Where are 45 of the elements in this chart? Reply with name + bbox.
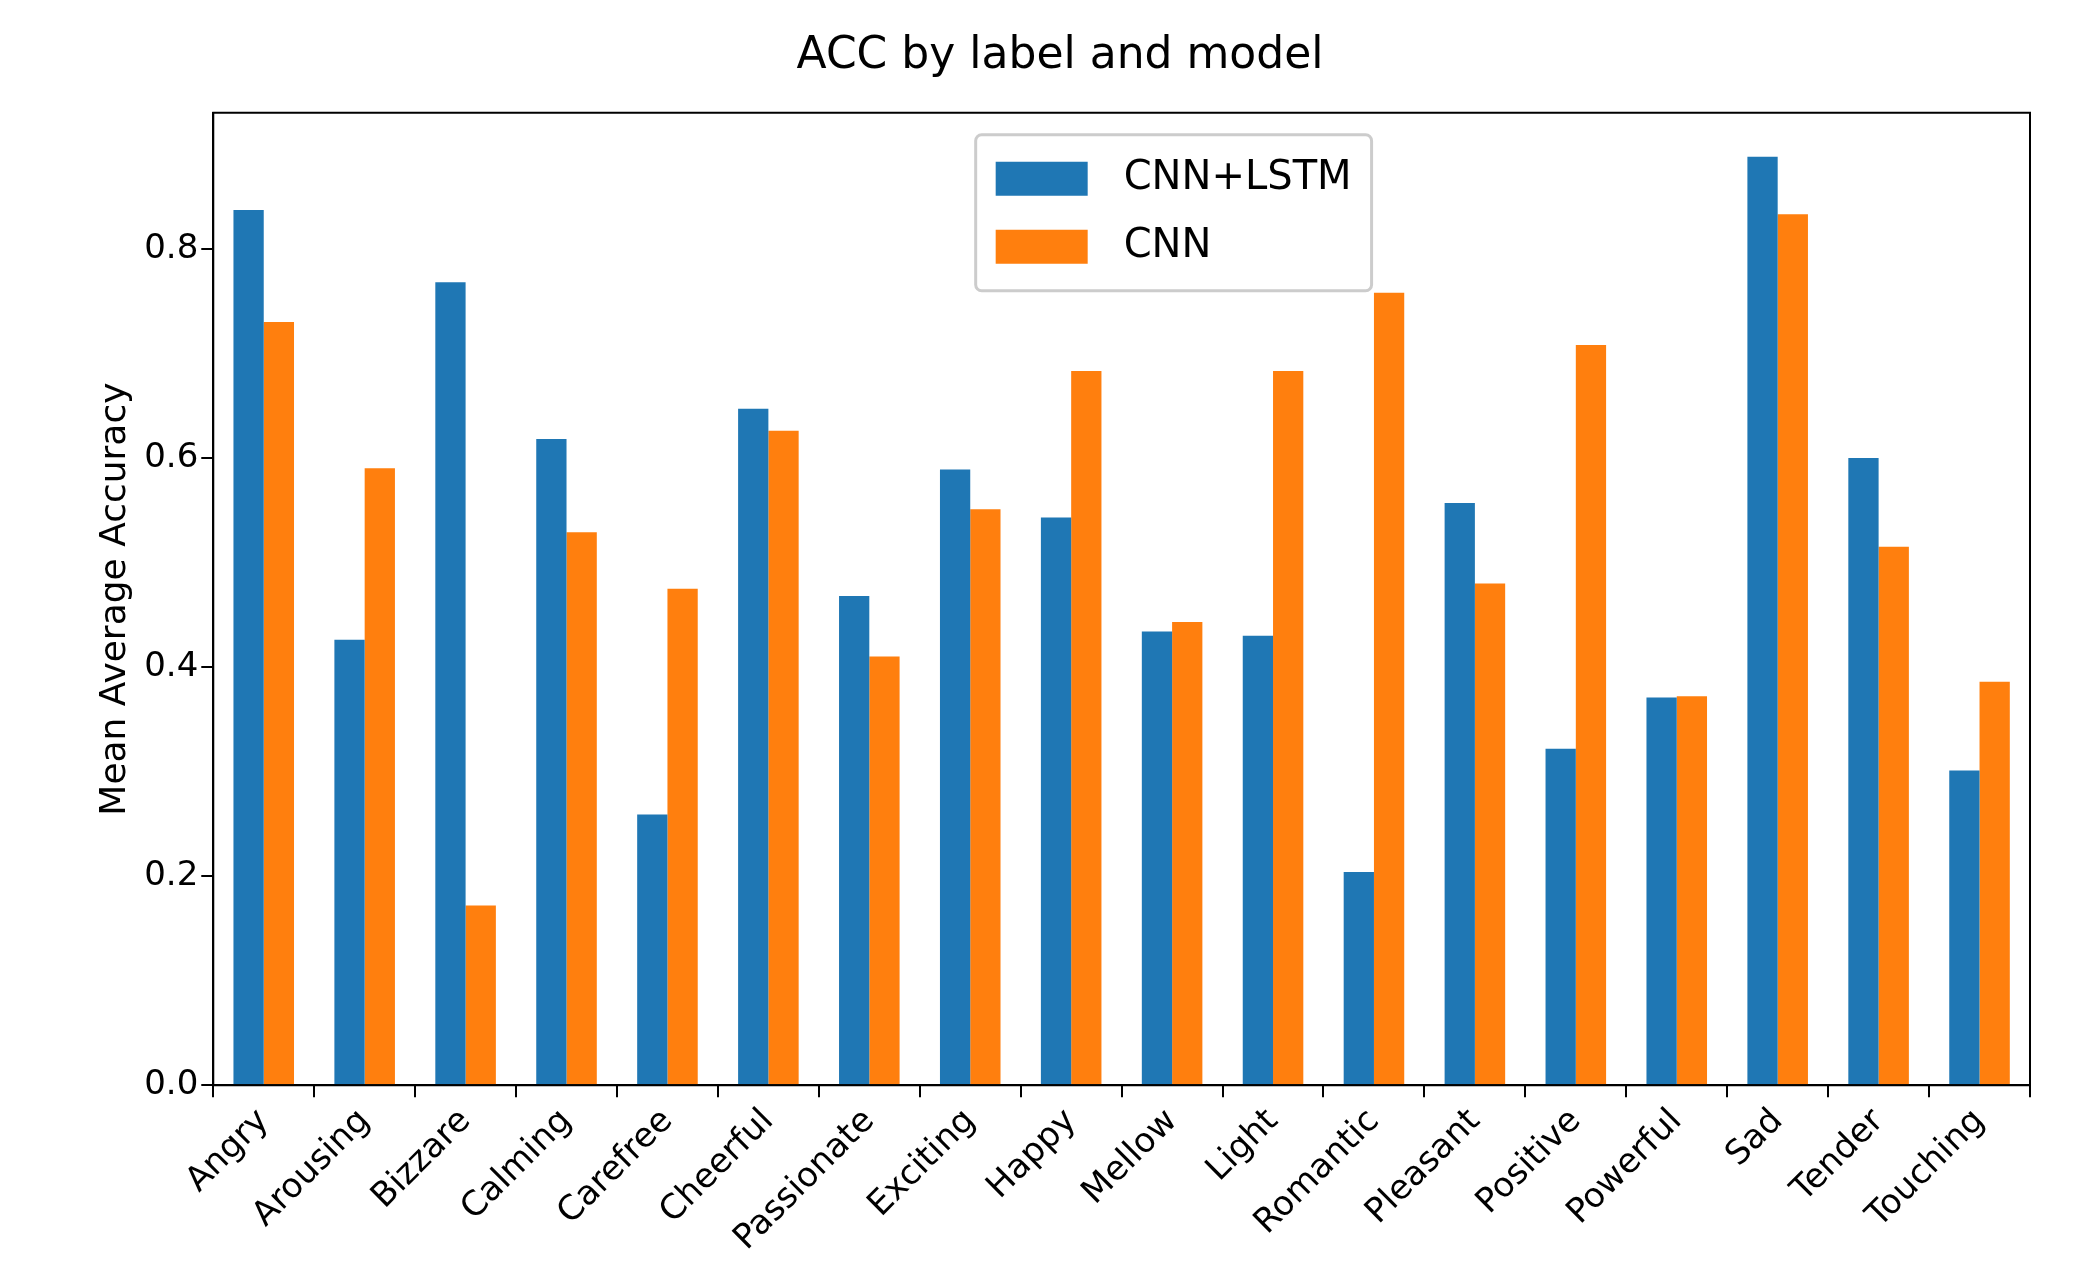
bar: [1373, 292, 1405, 1085]
bar: [1141, 631, 1173, 1085]
bar: [1040, 517, 1072, 1085]
bar: [768, 430, 799, 1085]
bar: [465, 905, 496, 1085]
bar: [233, 210, 264, 1085]
y-tick-label: 0.8: [144, 225, 199, 266]
bar: [1848, 457, 1879, 1085]
bar: [839, 595, 870, 1085]
bar: [970, 509, 1001, 1085]
legend-label: CNN: [1123, 220, 1212, 267]
bar: [1172, 622, 1203, 1085]
bar: [1343, 872, 1374, 1085]
bar: [334, 639, 365, 1085]
bar: [1474, 583, 1506, 1085]
bar: [637, 814, 668, 1085]
bar: [1676, 696, 1708, 1085]
bar: [1777, 214, 1808, 1085]
bar: [1979, 681, 2010, 1085]
bar: [1071, 371, 1102, 1085]
bar: [738, 408, 769, 1085]
bar: [1575, 344, 1607, 1085]
bar: [667, 588, 698, 1085]
bar: [536, 439, 567, 1085]
bar: [435, 282, 466, 1085]
legend-label: CNN+LSTM: [1123, 152, 1352, 199]
chart-title: ACC by label and model: [796, 26, 1324, 78]
bar: [1949, 770, 1980, 1085]
bar: [364, 468, 395, 1085]
bar: [939, 469, 971, 1085]
bar: [1545, 748, 1576, 1085]
y-tick-label: 0.2: [144, 853, 199, 894]
bar: [566, 532, 597, 1085]
bar: [263, 321, 295, 1085]
y-axis-title: Mean Average Accuracy: [91, 382, 133, 816]
bar: [1747, 156, 1778, 1085]
bar: [1444, 502, 1475, 1085]
bar: [1646, 697, 1677, 1085]
bar: [1242, 635, 1274, 1085]
y-tick-label: 0.6: [144, 434, 199, 475]
bar: [1878, 546, 1909, 1085]
y-tick-label: 0.0: [144, 1062, 199, 1103]
bar: [869, 656, 900, 1085]
bar: [1273, 371, 1304, 1085]
y-tick-label: 0.4: [144, 643, 199, 684]
